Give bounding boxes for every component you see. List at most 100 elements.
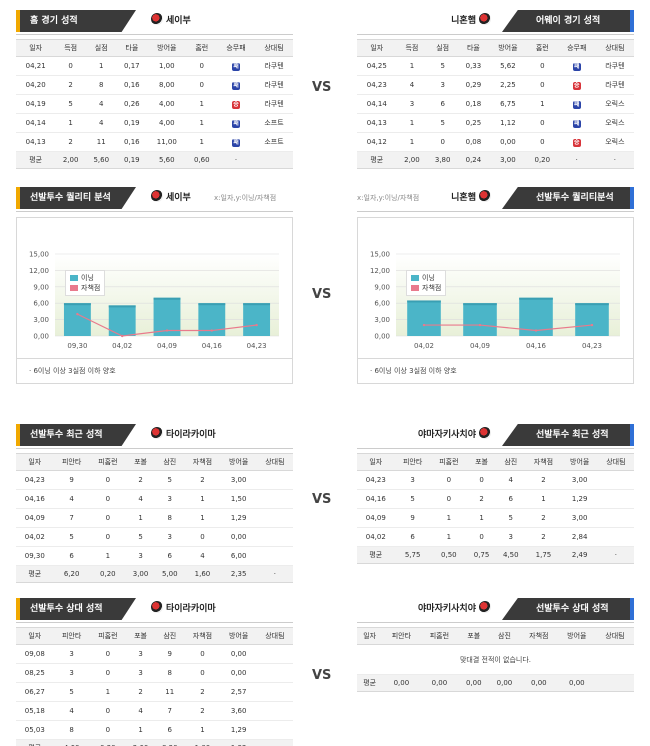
table-cell: 04,02 <box>16 527 54 547</box>
table-cell: 0,17 <box>116 56 148 76</box>
column-header: 삼진 <box>155 453 185 471</box>
point-earned-runs <box>534 329 538 332</box>
table-row: 04,23 3 0 0 4 2 3,00 <box>357 470 634 490</box>
table-cell: 5 <box>155 470 185 490</box>
table-cell: 0 <box>89 701 126 721</box>
table-cell: 4 <box>184 546 221 566</box>
column-header: 상대팀 <box>595 627 634 645</box>
column-header: 상대팀 <box>256 627 293 645</box>
bar-top <box>463 303 497 306</box>
bar-innings <box>108 305 136 336</box>
table-cell: 5 <box>496 508 526 528</box>
x-tick-label: 04,09 <box>470 342 490 350</box>
table-cell: 7 <box>155 701 185 721</box>
table-cell: 평균 <box>16 151 56 169</box>
table-cell: 라쿠텐 <box>254 56 293 76</box>
column-header: 포볼 <box>466 453 497 471</box>
table-cell <box>256 546 293 566</box>
table-cell: 1,00 <box>147 56 187 76</box>
table-cell: 0 <box>526 132 558 152</box>
chart-axis-note: x:일자,y:이닝/자책점 <box>357 194 420 202</box>
panel-title: 홈 경기 성적 <box>16 10 136 32</box>
table-cell: 04,16 <box>16 489 54 509</box>
table-cell: 0,75 <box>466 546 497 564</box>
table-cell: 3 <box>125 546 156 566</box>
table-cell: 3,00 <box>488 151 527 169</box>
column-header: 포볼 <box>125 453 156 471</box>
column-header: 방어율 <box>557 627 596 645</box>
table-cell: 0,24 <box>458 151 489 169</box>
table-cell: 2 <box>184 682 221 702</box>
vs-label: VS <box>312 492 332 507</box>
x-tick-label: 04,02 <box>112 342 132 350</box>
table-cell: 0,00 <box>220 644 257 664</box>
table-cell: 2 <box>125 682 156 702</box>
table-cell: 0,00 <box>220 663 257 683</box>
point-earned-runs <box>165 329 169 332</box>
table-cell: 04,21 <box>16 56 56 76</box>
team-logo-icon <box>479 601 491 613</box>
pitcher-vs-panel-left: 선발투수 상대 성적 타이라카이마 일자 피안타 피홈런 포볼 삼진 자책점 방어율 상대팀 0… <box>16 598 293 746</box>
legend-item-earned-runs: 자책점 <box>411 283 441 293</box>
table-cell: · <box>597 546 634 564</box>
table-cell: 1 <box>125 720 156 740</box>
table-cell: 1 <box>525 489 562 509</box>
y-tick-label: 6,00 <box>374 300 390 308</box>
team-name: 니혼햄 <box>451 187 494 209</box>
table-cell: 0 <box>430 489 467 509</box>
table-cell: 1 <box>396 132 428 152</box>
table-cell: 11 <box>85 132 117 152</box>
table-cell: 0 <box>89 644 126 664</box>
average-row: 평균 5,75 0,50 0,75 4,50 1,75 2,49 · <box>357 546 634 564</box>
team-name: 타이라카이마 <box>148 424 216 446</box>
x-tick-label: 04,16 <box>202 342 223 350</box>
column-header: 승무패 <box>217 39 255 57</box>
table-cell: 0,25 <box>458 113 489 133</box>
table-cell: 2,49 <box>561 546 598 564</box>
table-row: 04,09 9 1 1 5 2 3,00 <box>357 508 634 528</box>
x-tick-label: 04,23 <box>247 342 267 350</box>
table-cell: 0 <box>89 508 126 528</box>
y-tick-label: 0,00 <box>33 333 49 341</box>
table-row: 09,08 3 0 3 9 0 0,00 <box>16 644 293 664</box>
table-cell: 04,23 <box>357 470 395 490</box>
x-tick-label: 04,09 <box>157 342 177 350</box>
table-cell: 5 <box>53 682 90 702</box>
table-cell: 6 <box>53 546 90 566</box>
table-cell: 04,14 <box>357 94 397 114</box>
table-cell: 3,00 <box>561 470 598 490</box>
loss-badge: 패 <box>232 119 241 128</box>
table-cell: 04,09 <box>16 508 54 528</box>
table-cell: 1,29 <box>220 720 257 740</box>
table-cell: 04,16 <box>357 489 395 509</box>
loss-badge: 패 <box>572 119 581 128</box>
table-cell: 05,18 <box>16 701 54 721</box>
table-row: 05,03 8 0 1 6 1 1,29 <box>16 720 293 740</box>
table-cell: 9 <box>155 644 185 664</box>
table-cell: 5,60 <box>147 151 187 169</box>
table-cell: 3,00 <box>125 565 156 583</box>
pitcher-quality-panel-right: x:일자,y:이닝/자책점 니혼햄 선발투수 퀄리티분석 15,00 12,00 9… <box>357 187 634 384</box>
table-cell: 6,00 <box>220 546 257 566</box>
table-row: 04,23 9 0 2 5 2 3,00 <box>16 470 293 490</box>
table-cell: 2,00 <box>396 151 428 169</box>
table-row: 04,14 3 6 0,18 6,75 1 패 오릭스 <box>357 94 634 114</box>
table-cell: 04,25 <box>357 56 397 76</box>
panel-title: 선발투수 퀄리티 분석 <box>16 187 136 209</box>
bar-top <box>153 297 181 300</box>
table-cell: 3,80 <box>427 151 459 169</box>
table-cell: 0,18 <box>458 94 489 114</box>
average-row: 평균 2,00 3,80 0,24 3,00 0,20 · · <box>357 151 634 169</box>
y-tick-label: 12,00 <box>29 267 49 275</box>
bar-top <box>407 300 441 303</box>
table-cell: 4,00 <box>147 113 187 133</box>
loss-badge: 패 <box>232 138 241 147</box>
table-cell: 0,08 <box>458 132 489 152</box>
legend-item-innings: 이닝 <box>70 273 100 283</box>
table-cell: 2,35 <box>220 565 257 583</box>
table-cell: 2 <box>525 527 562 547</box>
table-cell: 0,20 <box>526 151 558 169</box>
table-cell: 0 <box>184 663 221 683</box>
column-header: 자책점 <box>184 453 221 471</box>
table-row: 04,14 1 4 0,19 4,00 1 패 소프트 <box>16 113 293 133</box>
